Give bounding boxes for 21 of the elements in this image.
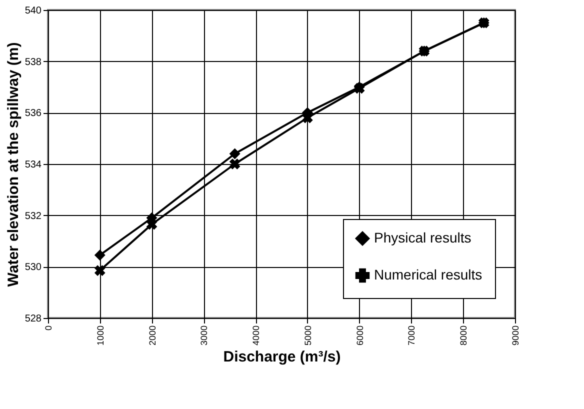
x-axis-title: Discharge (m³/s) bbox=[223, 348, 341, 366]
y-tick-label: 528 bbox=[24, 314, 42, 324]
x-tick-label: 9000 bbox=[510, 326, 520, 346]
y-axis-title: Water elevation at the spillway (m) bbox=[4, 42, 22, 287]
y-tick-label: 538 bbox=[24, 56, 42, 68]
x-tick-label: 7000 bbox=[406, 326, 417, 346]
x-tick-label: 4000 bbox=[251, 326, 262, 346]
y-tick-label: 540 bbox=[24, 6, 42, 16]
y-tick-label: 530 bbox=[24, 262, 42, 274]
y-tick-label: 532 bbox=[24, 210, 42, 222]
x-tick-label: 0 bbox=[44, 326, 54, 331]
x-tick-label: 3000 bbox=[199, 326, 210, 346]
legend-label: Numerical results bbox=[374, 266, 482, 282]
x-tick-label: 5000 bbox=[302, 326, 313, 346]
x-tick-label: 6000 bbox=[354, 326, 365, 346]
x-tick-label: 2000 bbox=[147, 326, 158, 346]
x-tick-label: 8000 bbox=[458, 326, 469, 346]
y-tick-label: 536 bbox=[24, 108, 42, 120]
y-tick-label: 534 bbox=[24, 160, 42, 170]
legend-label: Physical results bbox=[374, 230, 472, 246]
x-tick-label: 1000 bbox=[95, 326, 106, 346]
